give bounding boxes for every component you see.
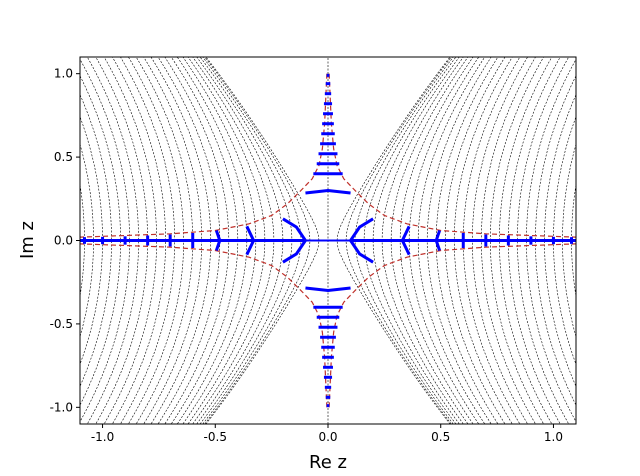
contour-line <box>150 57 212 424</box>
x-tick-label: -1.0 <box>91 430 114 444</box>
contour-line <box>157 57 221 424</box>
y-tick-label: 0.0 <box>54 234 73 248</box>
contour-line <box>372 57 460 424</box>
contour-line <box>517 57 570 424</box>
contour-line <box>390 57 469 424</box>
y-tick-label: 0.5 <box>54 150 73 164</box>
x-tick-label: 0.0 <box>318 430 337 444</box>
contour-line <box>80 93 112 388</box>
contour-line <box>444 57 506 424</box>
contour-line <box>80 58 130 423</box>
contour-line <box>103 57 157 424</box>
horizontal-arc <box>305 188 351 195</box>
vertical-arc <box>245 225 256 256</box>
x-axis-ticks: -1.0 -0.5 0.0 0.5 1.0 <box>91 424 563 444</box>
horizontal-arc <box>305 286 351 293</box>
contour-line <box>435 57 499 424</box>
contour-line <box>86 57 139 424</box>
contour-line <box>508 57 561 424</box>
x-axis-label: Re z <box>309 452 347 473</box>
y-axis-ticks: -1.0 -0.5 0.0 0.5 1.0 <box>50 67 80 414</box>
y-axis-label: Im z <box>17 221 38 259</box>
vertical-arc <box>400 225 411 256</box>
inner-arc-right <box>348 217 374 264</box>
contour-line <box>80 75 121 406</box>
contour-line <box>205 57 320 424</box>
boundary-curve-top-right <box>328 73 576 238</box>
inner-arc-left <box>282 217 308 264</box>
boundary-curve-bottom-left <box>80 243 328 408</box>
x-tick-label: 1.0 <box>544 430 563 444</box>
boundary-curve-top-left <box>80 73 328 238</box>
y-tick-label: -1.0 <box>50 400 73 414</box>
contour-line <box>187 57 266 424</box>
blue-segments <box>80 73 576 408</box>
contour-line <box>196 57 284 424</box>
x-tick-label: -0.5 <box>204 430 227 444</box>
y-tick-label: 1.0 <box>54 67 73 81</box>
contour-line <box>408 57 480 424</box>
red-boundary-curves <box>80 73 576 408</box>
boundary-curve-bottom-right <box>328 243 576 408</box>
contour-line <box>336 57 451 424</box>
contour-line <box>535 75 576 406</box>
x-tick-label: 0.5 <box>431 430 450 444</box>
y-tick-label: -0.5 <box>50 317 73 331</box>
contour-line <box>345 57 452 424</box>
contour-line <box>204 57 311 424</box>
contour-line <box>95 57 148 424</box>
contour-line <box>499 57 553 424</box>
vertical-arc <box>434 230 442 251</box>
vertical-arc <box>214 230 222 251</box>
contour-line <box>544 93 576 388</box>
contour-line <box>176 57 248 424</box>
contour-line <box>526 58 576 423</box>
